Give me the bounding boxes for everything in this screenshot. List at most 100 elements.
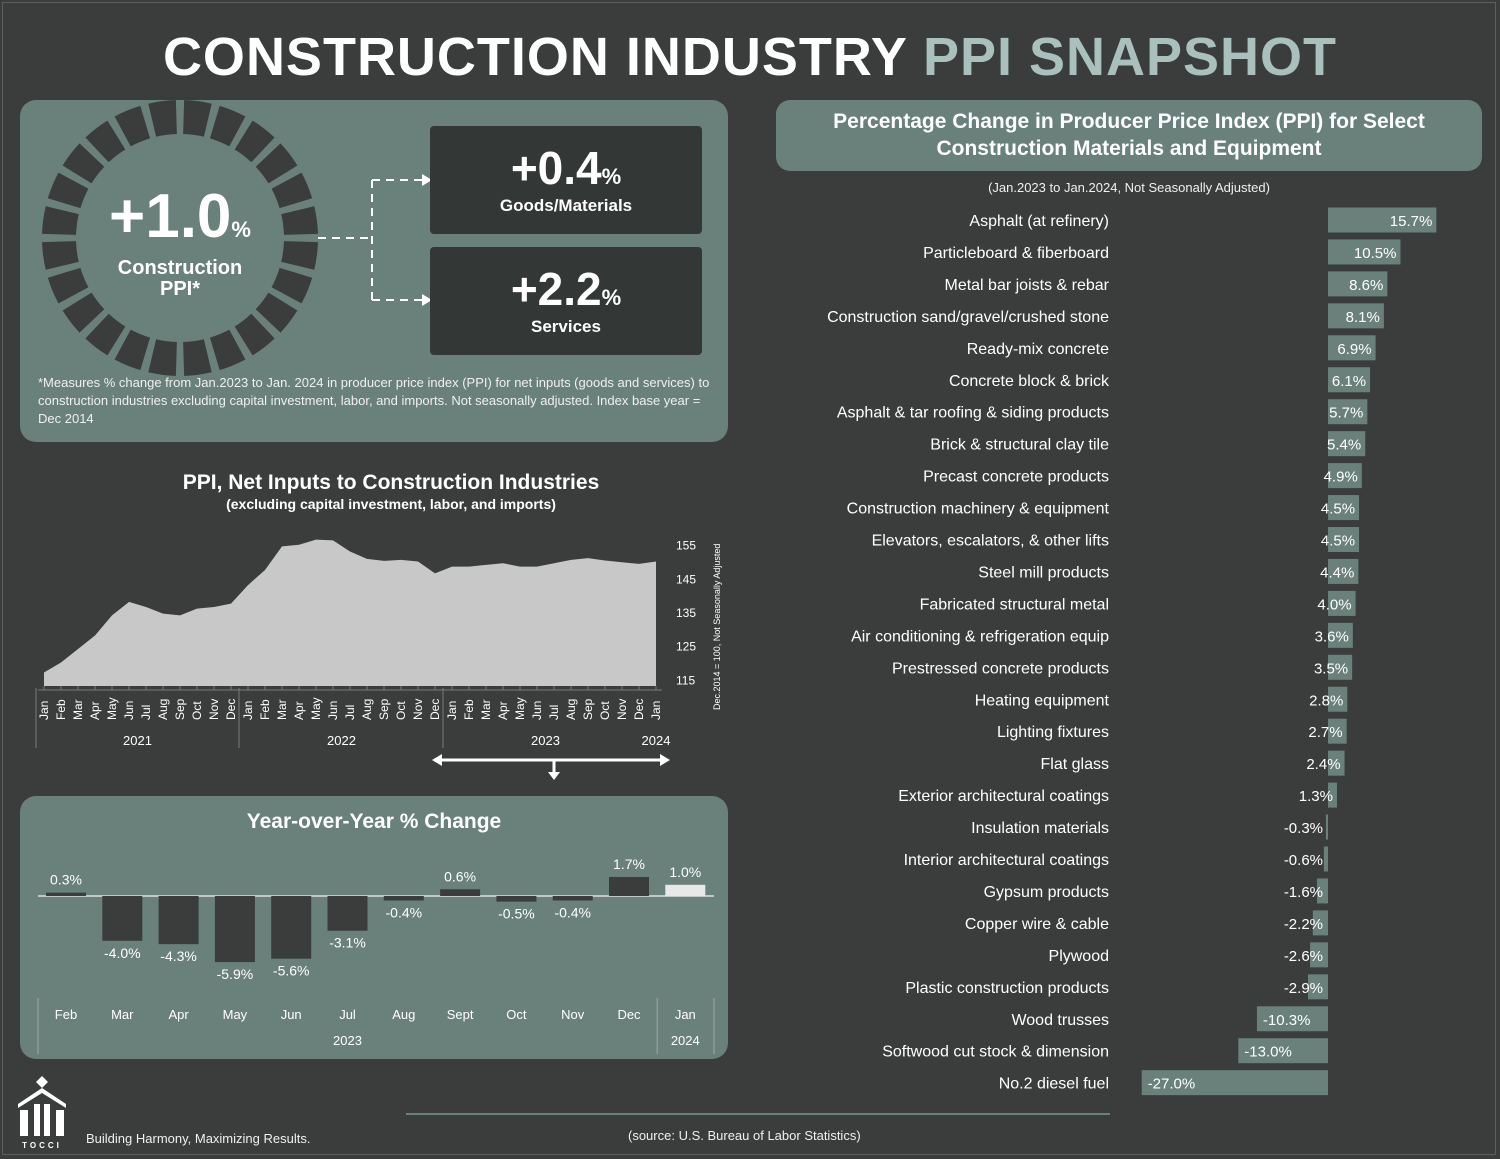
- material-label: Plywood: [1049, 948, 1109, 965]
- logo-text: TOCCI: [22, 1141, 62, 1150]
- y-tick-label: 135: [676, 606, 696, 620]
- x-tick-label: Apr: [88, 701, 102, 720]
- range-arrow-right: [660, 754, 670, 766]
- material-value-label: -2.9%: [1284, 980, 1323, 997]
- main-label-line-2: PPI*: [159, 278, 201, 300]
- yoy-bar: [327, 896, 368, 931]
- ring-segment: [271, 172, 313, 209]
- x-tick-label: Sep: [581, 698, 595, 720]
- x-tick-label: Aug: [564, 699, 578, 720]
- material-label: Prestressed concrete products: [892, 660, 1109, 677]
- yoy-value-label: 1.0%: [669, 864, 701, 880]
- bar-chart-title: Percentage Change in Producer Price Inde…: [776, 100, 1482, 171]
- x-tick-label: Feb: [54, 699, 68, 720]
- material-label: Steel mill products: [978, 564, 1109, 581]
- material-label: Metal bar joists & rebar: [944, 277, 1109, 294]
- yoy-month-label: Jun: [281, 1007, 302, 1022]
- material-value-label: 4.5%: [1321, 501, 1355, 518]
- yoy-month-label: Apr: [168, 1007, 189, 1022]
- material-label: Brick & structural clay tile: [930, 437, 1109, 454]
- material-label: Asphalt (at refinery): [969, 213, 1109, 230]
- material-value-label: 3.6%: [1315, 628, 1349, 645]
- material-label: Asphalt & tar roofing & siding products: [837, 405, 1109, 422]
- material-bar: [1328, 590, 1356, 616]
- material-value-label: 2.7%: [1308, 724, 1342, 741]
- material-label: No.2 diesel fuel: [999, 1076, 1109, 1093]
- yoy-bar: [271, 896, 312, 959]
- yoy-month-label: Dec: [617, 1007, 641, 1022]
- year-label: 2024: [642, 733, 671, 748]
- material-bar: [1328, 335, 1376, 361]
- year-label: 2022: [327, 733, 356, 748]
- material-label: Fabricated structural metal: [920, 596, 1109, 613]
- yoy-month-label: Oct: [506, 1007, 527, 1022]
- material-label: Interior architectural coatings: [904, 852, 1109, 869]
- x-tick-label: Jan: [37, 701, 51, 720]
- yoy-bar: [158, 896, 199, 945]
- tocci-logo: TOCCI: [18, 1076, 66, 1150]
- ring-segment: [47, 267, 89, 304]
- x-tick-label: Jan: [649, 701, 663, 720]
- x-tick-label: Nov: [411, 699, 425, 720]
- material-bar: [1328, 686, 1348, 712]
- material-value-label: 1.3%: [1299, 788, 1333, 805]
- x-tick-label: Mar: [71, 699, 85, 720]
- yoy-title: Year-over-Year % Change: [246, 810, 502, 833]
- yoy-value-label: -4.3%: [160, 948, 197, 964]
- yoy-bar: [609, 876, 649, 896]
- yoy-month-label: Nov: [561, 1007, 585, 1022]
- material-value-label: -0.3%: [1284, 820, 1323, 837]
- services-value: +2.2: [510, 263, 602, 315]
- range-arrow-left: [432, 754, 442, 766]
- yoy-value-label: -0.4%: [554, 904, 591, 920]
- y-axis-label: Dec.2014 = 100, Not Seasonally Adjusted: [712, 544, 722, 710]
- material-value-label: 2.8%: [1309, 692, 1343, 709]
- material-value-label: 15.7%: [1390, 213, 1433, 230]
- x-tick-label: Feb: [258, 699, 272, 720]
- x-tick-label: Jun: [122, 701, 136, 720]
- material-label: Lighting fixtures: [997, 724, 1109, 741]
- yoy-month-label: Sept: [447, 1007, 474, 1022]
- goods-unit: %: [601, 164, 622, 189]
- material-bar: [1328, 367, 1371, 393]
- x-tick-label: Sep: [377, 698, 391, 720]
- ring-segment: [85, 313, 126, 356]
- material-value-label: 4.5%: [1321, 533, 1355, 550]
- source-note: (source: U.S. Bureau of Labor Statistics…: [628, 1128, 861, 1143]
- material-label: Ready-mix concrete: [967, 341, 1109, 358]
- material-value-label: 5.7%: [1329, 405, 1363, 422]
- material-bar: [1328, 527, 1360, 552]
- material-bar: [1328, 239, 1401, 265]
- x-tick-label: Jan: [241, 701, 255, 720]
- connector-lines: [318, 179, 422, 301]
- material-bar: [1328, 495, 1360, 521]
- material-value-label: 4.0%: [1317, 596, 1351, 613]
- ring-segment: [62, 143, 105, 184]
- material-bar: [1328, 558, 1359, 584]
- y-tick-label: 145: [676, 572, 696, 586]
- material-bar: [1238, 1038, 1328, 1064]
- footer-divider: [406, 1113, 1110, 1115]
- material-bar: [1328, 207, 1437, 233]
- goods-box: +0.4% Goods/Materials: [430, 126, 702, 234]
- main-ppi-value: +1.0%: [80, 182, 280, 252]
- x-tick-label: Jul: [343, 705, 357, 720]
- ring-segment: [148, 339, 177, 376]
- material-bar: [1141, 1070, 1328, 1096]
- ring-segment: [42, 241, 79, 270]
- yoy-month-label: Jan: [675, 1007, 696, 1022]
- x-tick-label: Mar: [479, 699, 493, 720]
- material-label: Construction machinery & equipment: [847, 501, 1110, 518]
- ring-center: [78, 136, 282, 340]
- main-value: +1.0: [109, 182, 232, 251]
- main-unit: %: [231, 217, 251, 242]
- summary-graphics: [42, 100, 432, 376]
- material-bar: [1310, 942, 1328, 968]
- material-value-label: 6.9%: [1337, 341, 1371, 358]
- material-label: Concrete block & brick: [949, 373, 1110, 390]
- yoy-bar: [214, 896, 255, 963]
- main-label-line-1: Construction: [117, 257, 243, 279]
- material-label: Elevators, escalators, & other lifts: [872, 533, 1109, 550]
- yoy-month-label: Aug: [392, 1007, 415, 1022]
- services-box: +2.2% Services: [430, 247, 702, 355]
